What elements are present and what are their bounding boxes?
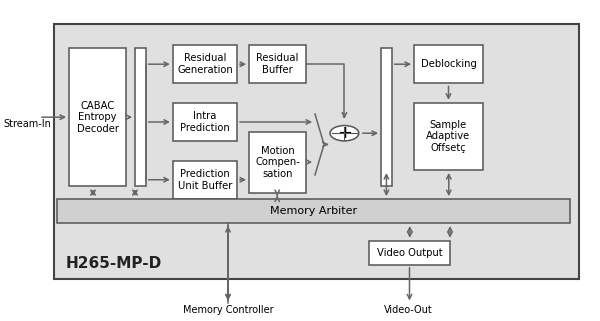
Text: Prediction
Unit Buffer: Prediction Unit Buffer [178,169,232,191]
Bar [249,45,306,83]
Text: Motion
Compen-
sation: Motion Compen- sation [255,145,300,179]
Bar [69,48,126,186]
Bar [135,48,146,186]
Circle shape [330,126,359,141]
Bar [369,241,450,265]
Text: Stream-In: Stream-In [3,118,51,129]
Bar [54,24,579,279]
Bar [414,103,483,170]
Bar [414,45,483,83]
Text: Video-Out: Video-Out [383,305,433,315]
Text: +: + [337,124,352,142]
Text: Sample
Adaptive
Offsetç: Sample Adaptive Offsetç [427,120,470,153]
Bar [173,160,237,199]
Text: H265-MP-D: H265-MP-D [66,256,162,271]
Text: Memory Arbiter: Memory Arbiter [270,206,357,216]
Text: Memory Controller: Memory Controller [182,305,274,315]
Bar [173,45,237,83]
Bar [173,103,237,141]
Text: Video Output: Video Output [377,248,442,258]
Text: Residual
Buffer: Residual Buffer [256,53,299,75]
Bar [249,132,306,193]
Bar [57,199,570,223]
Text: CABAC
Entropy
Decoder: CABAC Entropy Decoder [77,100,119,134]
Text: Deblocking: Deblocking [421,59,476,69]
Text: Intra
Prediction: Intra Prediction [180,111,230,133]
Text: Residual
Generation: Residual Generation [177,53,233,75]
Bar [381,48,392,186]
